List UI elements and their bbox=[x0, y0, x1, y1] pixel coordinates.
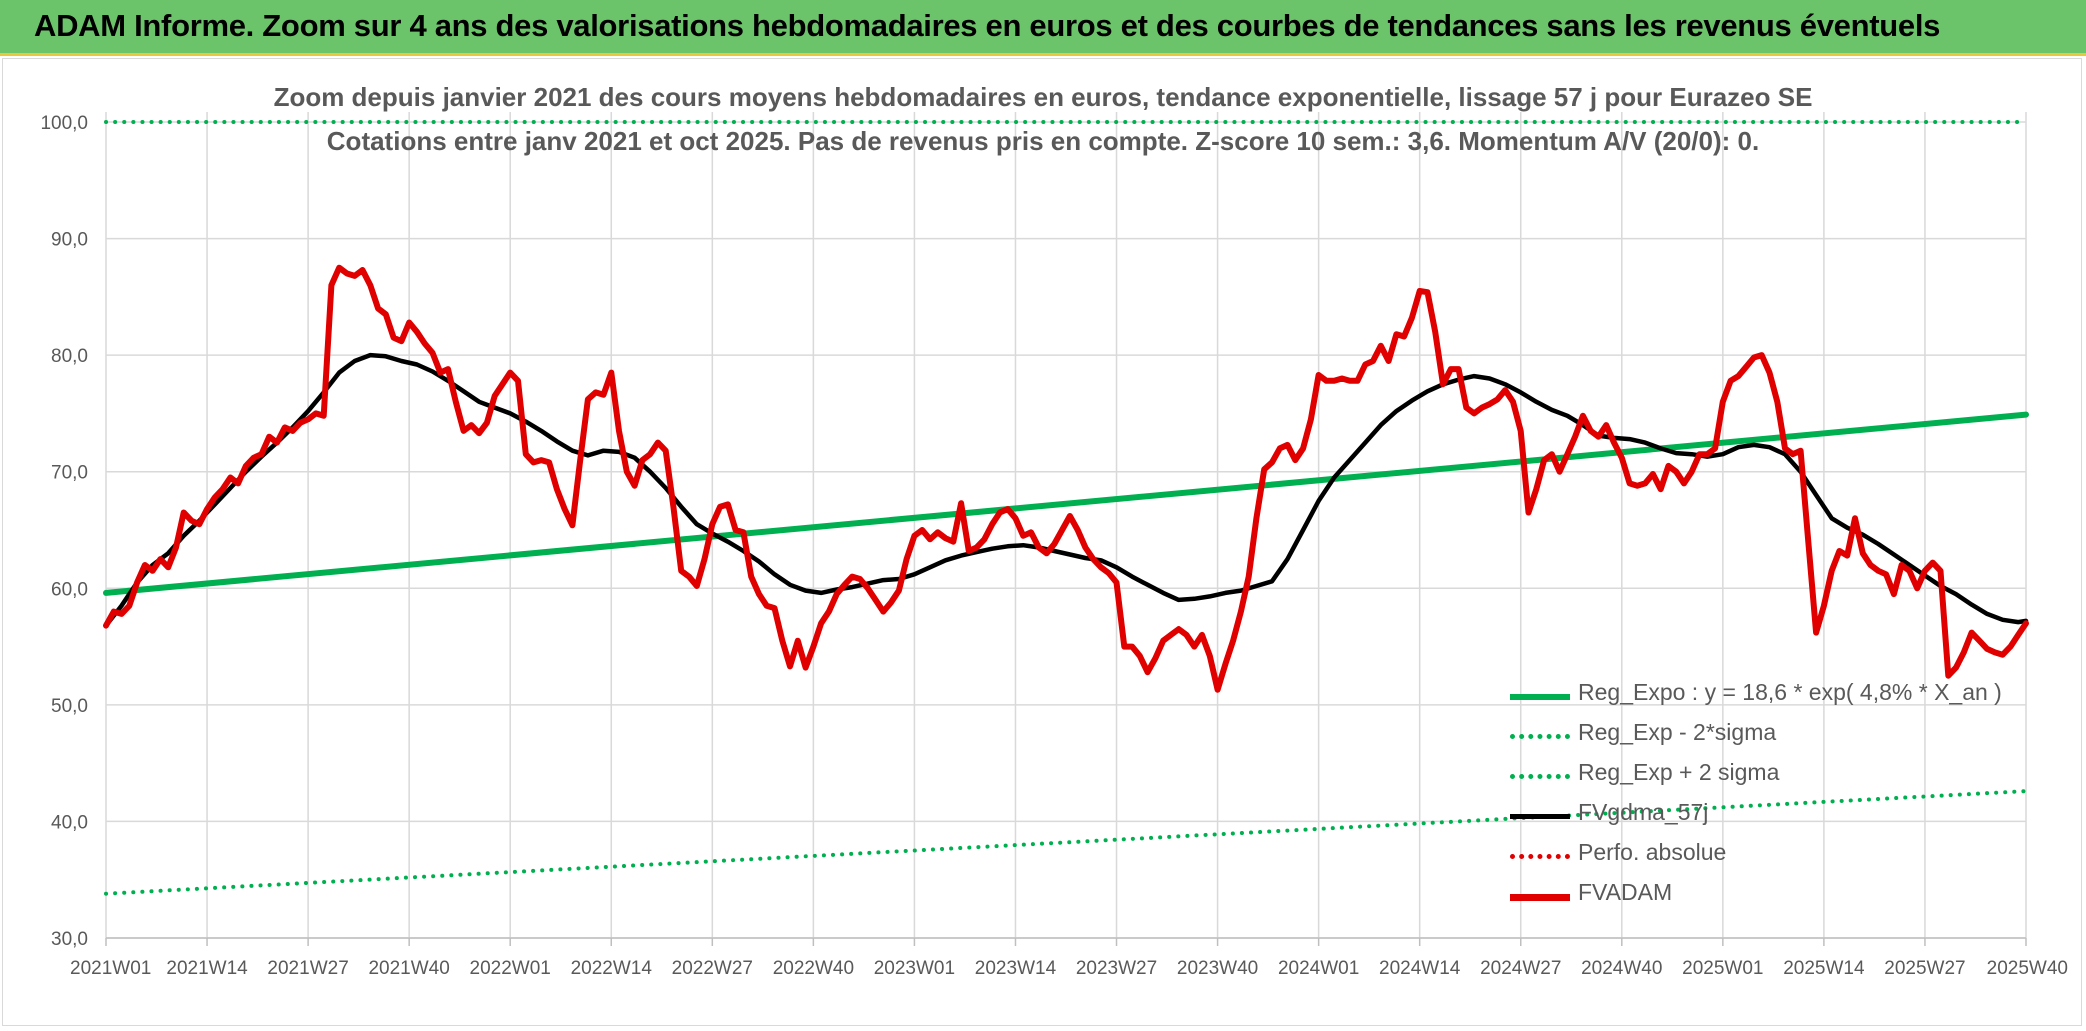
y-tick-label: 30,0 bbox=[51, 929, 88, 950]
legend-item-fvadam: FVADAM bbox=[1510, 876, 2030, 916]
legend-label: FVgdma_57j bbox=[1578, 799, 1709, 825]
y-tick-label: 60,0 bbox=[51, 579, 88, 600]
y-tick-label: 90,0 bbox=[51, 230, 88, 251]
legend-swatch-dotted-green bbox=[1510, 774, 1570, 779]
legend-label: Perfo. absolue bbox=[1578, 839, 1727, 865]
x-tick-label: 2024W01 bbox=[1278, 958, 1359, 979]
chart-subtitle: Cotations entre janv 2021 et oct 2025. P… bbox=[326, 126, 1760, 156]
regression-line bbox=[103, 411, 2029, 596]
report-title: ADAM Informe. Zoom sur 4 ans des valoris… bbox=[34, 8, 1941, 43]
x-tick-label: 2023W14 bbox=[975, 958, 1057, 979]
x-tick-label: 2021W40 bbox=[368, 958, 449, 979]
legend-swatch-solid-green bbox=[1510, 694, 1570, 700]
lower-band-line bbox=[104, 789, 2028, 896]
y-tick-label: 50,0 bbox=[51, 696, 88, 717]
legend-item-perfo-absolue: Perfo. absolue bbox=[1510, 836, 2030, 876]
x-tick-label: 2023W40 bbox=[1177, 958, 1258, 979]
x-tick-label: 2024W27 bbox=[1480, 958, 1561, 979]
price-line bbox=[103, 264, 2029, 693]
legend-label: Reg_Exp + 2 sigma bbox=[1578, 759, 1780, 785]
legend-swatch-dotted-red bbox=[1510, 854, 1570, 859]
legend-swatch-dotted-green bbox=[1510, 734, 1570, 739]
legend-item-reg-expo: Reg_Expo : y = 18,6 * exp( 4,8% * X_an ) bbox=[1510, 676, 2030, 716]
x-tick-label: 2025W14 bbox=[1783, 958, 1865, 979]
x-tick-label: 2022W40 bbox=[773, 958, 854, 979]
y-tick-label: 80,0 bbox=[51, 346, 88, 367]
legend-label: Reg_Expo : y = 18,6 * exp( 4,8% * X_an ) bbox=[1578, 679, 2002, 705]
report-banner: ADAM Informe. Zoom sur 4 ans des valoris… bbox=[0, 0, 2086, 56]
chart-frame bbox=[2, 58, 2082, 1026]
x-tick-label: 2025W40 bbox=[1987, 958, 2068, 979]
chart-legend: Reg_Expo : y = 18,6 * exp( 4,8% * X_an )… bbox=[1510, 676, 2030, 916]
legend-swatch-solid-black bbox=[1510, 814, 1570, 819]
y-tick-label: 40,0 bbox=[51, 812, 88, 833]
legend-swatch-solid-red bbox=[1510, 894, 1570, 901]
x-tick-label: 2022W01 bbox=[470, 958, 551, 979]
x-tick-label: 2021W01 bbox=[70, 958, 151, 979]
legend-label: FVADAM bbox=[1578, 879, 1673, 905]
legend-label: Reg_Exp - 2*sigma bbox=[1578, 719, 1777, 745]
moving-average-line bbox=[103, 352, 2029, 628]
x-tick-label: 2024W40 bbox=[1581, 958, 1662, 979]
x-tick-label: 2021W27 bbox=[267, 958, 348, 979]
x-tick-label: 2022W27 bbox=[672, 958, 753, 979]
chart-title: Zoom depuis janvier 2021 des cours moyen… bbox=[273, 82, 1813, 112]
x-tick-label: 2022W14 bbox=[571, 958, 653, 979]
legend-item-reg-exp-plus: Reg_Exp + 2 sigma bbox=[1510, 756, 2030, 796]
y-tick-label: 100,0 bbox=[40, 113, 88, 134]
x-tick-label: 2025W27 bbox=[1884, 958, 1965, 979]
x-tick-label: 2023W01 bbox=[874, 958, 955, 979]
x-tick-label: 2021W14 bbox=[166, 958, 248, 979]
legend-item-reg-exp-minus: Reg_Exp - 2*sigma bbox=[1510, 716, 2030, 756]
legend-item-fvgdma: FVgdma_57j bbox=[1510, 796, 2030, 836]
x-tick-label: 2024W14 bbox=[1379, 958, 1461, 979]
x-tick-label: 2023W27 bbox=[1076, 958, 1157, 979]
y-tick-label: 70,0 bbox=[51, 463, 88, 484]
x-tick-label: 2025W01 bbox=[1682, 958, 1763, 979]
